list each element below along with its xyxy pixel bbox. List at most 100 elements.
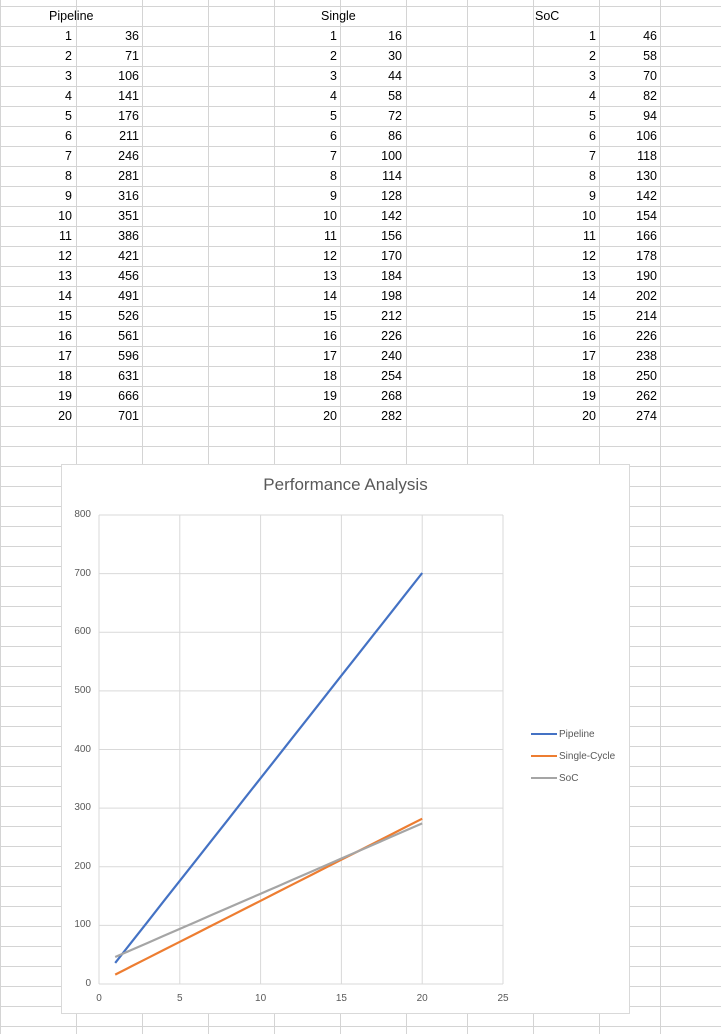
single-index-cell[interactable]: 17 — [323, 349, 337, 363]
single-index-cell[interactable]: 9 — [330, 189, 337, 203]
pipeline-index-cell[interactable]: 20 — [58, 409, 72, 423]
pipeline-index-cell[interactable]: 12 — [58, 249, 72, 263]
soc-value-cell[interactable]: 178 — [636, 249, 657, 263]
pipeline-value-cell[interactable]: 351 — [118, 209, 139, 223]
pipeline-value-cell[interactable]: 281 — [118, 169, 139, 183]
single-index-cell[interactable]: 5 — [330, 109, 337, 123]
single-index-cell[interactable]: 11 — [324, 229, 337, 243]
pipeline-value-cell[interactable]: 211 — [119, 129, 139, 143]
pipeline-index-cell[interactable]: 5 — [65, 109, 72, 123]
soc-value-cell[interactable]: 58 — [643, 49, 657, 63]
soc-value-cell[interactable]: 130 — [636, 169, 657, 183]
soc-index-cell[interactable]: 7 — [589, 149, 596, 163]
pipeline-value-cell[interactable]: 456 — [118, 269, 139, 283]
soc-header[interactable]: SoC — [535, 9, 560, 23]
single-index-cell[interactable]: 18 — [323, 369, 337, 383]
soc-value-cell[interactable]: 238 — [636, 349, 657, 363]
single-index-cell[interactable]: 3 — [330, 69, 337, 83]
pipeline-index-cell[interactable]: 16 — [58, 329, 72, 343]
soc-index-cell[interactable]: 15 — [582, 309, 596, 323]
pipeline-index-cell[interactable]: 18 — [58, 369, 72, 383]
pipeline-value-cell[interactable]: 701 — [118, 409, 139, 423]
single-index-cell[interactable]: 14 — [323, 289, 337, 303]
pipeline-value-cell[interactable]: 666 — [118, 389, 139, 403]
soc-index-cell[interactable]: 13 — [582, 269, 596, 283]
single-index-cell[interactable]: 7 — [330, 149, 337, 163]
single-value-cell[interactable]: 58 — [388, 89, 402, 103]
soc-index-cell[interactable]: 8 — [589, 169, 596, 183]
soc-index-cell[interactable]: 16 — [582, 329, 596, 343]
soc-index-cell[interactable]: 19 — [582, 389, 596, 403]
single-index-cell[interactable]: 4 — [330, 89, 337, 103]
single-index-cell[interactable]: 12 — [323, 249, 337, 263]
single-index-cell[interactable]: 1 — [330, 29, 337, 43]
pipeline-value-cell[interactable]: 36 — [125, 29, 139, 43]
single-value-cell[interactable]: 72 — [388, 109, 402, 123]
single-value-cell[interactable]: 226 — [381, 329, 402, 343]
pipeline-index-cell[interactable]: 14 — [58, 289, 72, 303]
soc-value-cell[interactable]: 142 — [636, 189, 657, 203]
single-value-cell[interactable]: 212 — [381, 309, 402, 323]
single-header[interactable]: Single — [321, 9, 356, 23]
soc-value-cell[interactable]: 262 — [636, 389, 657, 403]
soc-value-cell[interactable]: 190 — [636, 269, 657, 283]
single-value-cell[interactable]: 114 — [382, 169, 402, 183]
single-value-cell[interactable]: 142 — [381, 209, 402, 223]
pipeline-index-cell[interactable]: 8 — [65, 169, 72, 183]
single-value-cell[interactable]: 268 — [381, 389, 402, 403]
pipeline-value-cell[interactable]: 526 — [118, 309, 139, 323]
soc-value-cell[interactable]: 46 — [643, 29, 657, 43]
pipeline-index-cell[interactable]: 17 — [58, 349, 72, 363]
pipeline-value-cell[interactable]: 386 — [118, 229, 139, 243]
pipeline-value-cell[interactable]: 561 — [118, 329, 139, 343]
pipeline-value-cell[interactable]: 246 — [118, 149, 139, 163]
single-index-cell[interactable]: 2 — [330, 49, 337, 63]
soc-value-cell[interactable]: 154 — [636, 209, 657, 223]
single-value-cell[interactable]: 198 — [381, 289, 402, 303]
single-index-cell[interactable]: 15 — [323, 309, 337, 323]
pipeline-index-cell[interactable]: 6 — [65, 129, 72, 143]
pipeline-value-cell[interactable]: 316 — [118, 189, 139, 203]
pipeline-value-cell[interactable]: 491 — [118, 289, 139, 303]
soc-index-cell[interactable]: 20 — [582, 409, 596, 423]
soc-index-cell[interactable]: 10 — [582, 209, 596, 223]
soc-index-cell[interactable]: 14 — [582, 289, 596, 303]
single-index-cell[interactable]: 6 — [330, 129, 337, 143]
soc-index-cell[interactable]: 18 — [582, 369, 596, 383]
pipeline-index-cell[interactable]: 11 — [59, 229, 72, 243]
soc-value-cell[interactable]: 118 — [637, 149, 657, 163]
pipeline-value-cell[interactable]: 106 — [118, 69, 139, 83]
single-value-cell[interactable]: 44 — [388, 69, 402, 83]
single-index-cell[interactable]: 8 — [330, 169, 337, 183]
pipeline-index-cell[interactable]: 10 — [58, 209, 72, 223]
pipeline-value-cell[interactable]: 141 — [118, 89, 139, 103]
soc-index-cell[interactable]: 17 — [582, 349, 596, 363]
soc-index-cell[interactable]: 12 — [582, 249, 596, 263]
pipeline-value-cell[interactable]: 421 — [118, 249, 139, 263]
single-value-cell[interactable]: 156 — [381, 229, 402, 243]
single-value-cell[interactable]: 30 — [388, 49, 402, 63]
soc-index-cell[interactable]: 5 — [589, 109, 596, 123]
soc-value-cell[interactable]: 166 — [636, 229, 657, 243]
soc-index-cell[interactable]: 11 — [583, 229, 596, 243]
soc-value-cell[interactable]: 226 — [636, 329, 657, 343]
single-index-cell[interactable]: 16 — [323, 329, 337, 343]
soc-index-cell[interactable]: 9 — [589, 189, 596, 203]
pipeline-index-cell[interactable]: 19 — [58, 389, 72, 403]
pipeline-header[interactable]: Pipeline — [49, 9, 94, 23]
single-value-cell[interactable]: 240 — [381, 349, 402, 363]
soc-value-cell[interactable]: 274 — [636, 409, 657, 423]
soc-value-cell[interactable]: 94 — [643, 109, 657, 123]
pipeline-value-cell[interactable]: 176 — [118, 109, 139, 123]
soc-index-cell[interactable]: 2 — [589, 49, 596, 63]
pipeline-value-cell[interactable]: 71 — [125, 49, 139, 63]
single-value-cell[interactable]: 128 — [381, 189, 402, 203]
soc-index-cell[interactable]: 3 — [589, 69, 596, 83]
pipeline-index-cell[interactable]: 13 — [58, 269, 72, 283]
pipeline-index-cell[interactable]: 1 — [65, 29, 72, 43]
single-value-cell[interactable]: 86 — [388, 129, 402, 143]
pipeline-index-cell[interactable]: 3 — [65, 69, 72, 83]
pipeline-index-cell[interactable]: 7 — [65, 149, 72, 163]
pipeline-value-cell[interactable]: 631 — [118, 369, 139, 383]
